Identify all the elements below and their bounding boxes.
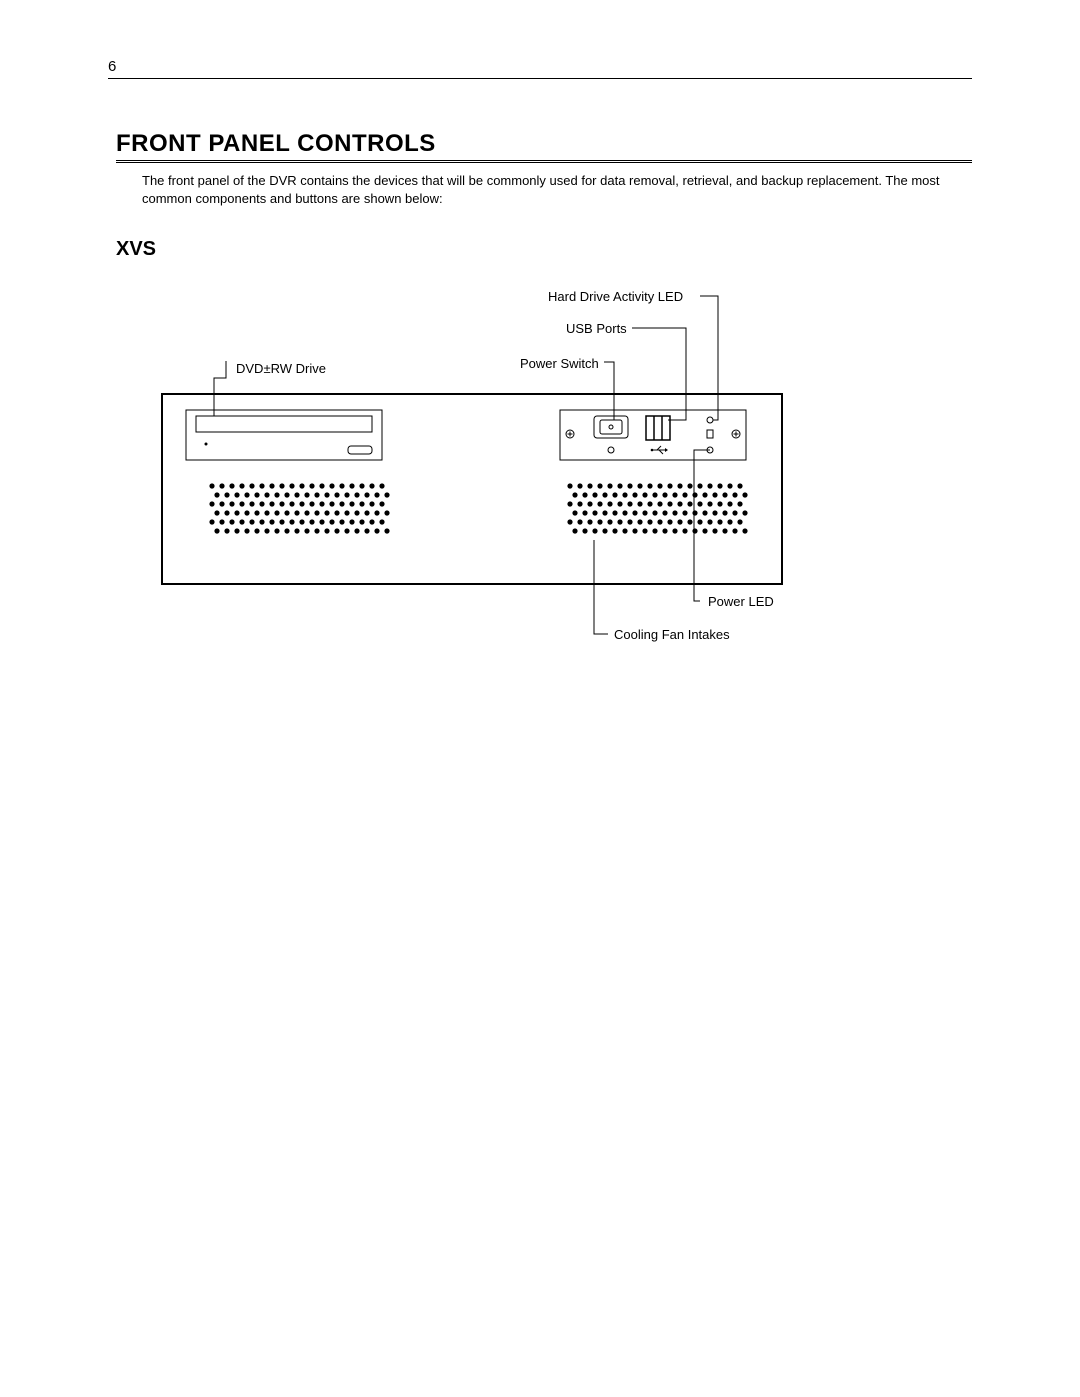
page: 6 FRONT PANEL CONTROLS The front panel o… bbox=[0, 0, 1080, 1397]
front-panel-diagram bbox=[0, 0, 1080, 700]
